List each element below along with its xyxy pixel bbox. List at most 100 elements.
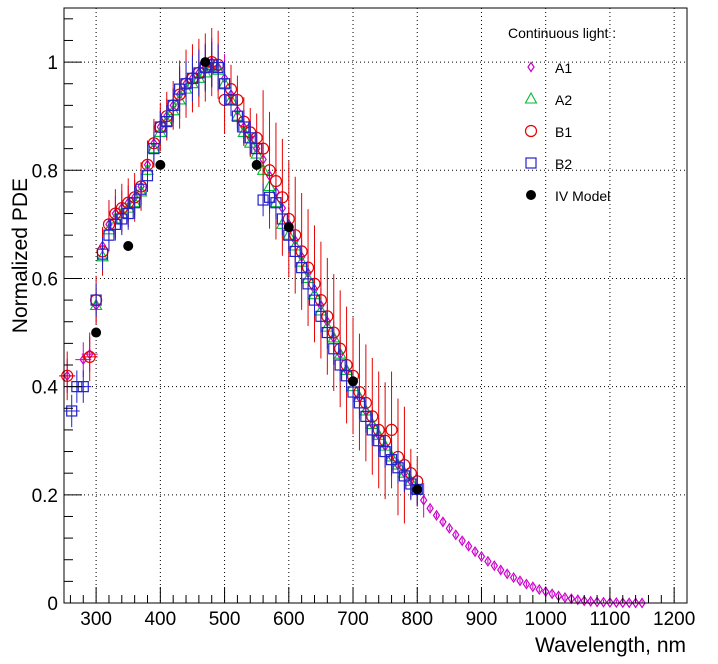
point-a1 [619, 597, 627, 609]
point-iv-model [283, 222, 294, 233]
point-a1 [458, 535, 466, 547]
point-a1 [426, 502, 434, 514]
point-b2 [167, 99, 179, 111]
point-a1 [561, 592, 569, 604]
point-b2 [392, 462, 404, 474]
point-a1 [503, 568, 511, 580]
y-tick-label: 0 [47, 594, 58, 615]
point-a1 [452, 529, 460, 541]
point-b2 [135, 183, 147, 195]
legend: Continuous light : A1 A2 B1 B2 IV Model [508, 25, 616, 204]
x-tick-label: 1200 [653, 609, 695, 630]
point-b2 [148, 143, 160, 155]
point-b2 [296, 262, 308, 274]
point-b2 [257, 194, 269, 206]
point-a1 [464, 540, 473, 552]
point-iv-model [200, 57, 211, 68]
point-iv-model [123, 241, 134, 251]
point-b2 [103, 229, 115, 241]
point-a1 [529, 581, 537, 593]
x-tick-label: 500 [209, 609, 241, 630]
y-axis-title: Normalized PDE [9, 178, 32, 333]
point-a1 [516, 575, 524, 587]
point-b2 [373, 435, 385, 447]
point-a1 [432, 509, 441, 521]
point-b2 [328, 343, 340, 355]
x-tick-label: 800 [401, 609, 433, 630]
point-b1 [61, 369, 74, 382]
x-tick-label: 400 [144, 609, 176, 630]
x-tick-label: 1000 [525, 609, 567, 630]
point-a1 [439, 516, 447, 528]
point-b2 [96, 248, 109, 260]
point-b2 [122, 207, 134, 220]
point-b1 [385, 423, 398, 437]
series-b2 [63, 42, 423, 506]
point-a1 [419, 494, 428, 506]
point-a1 [580, 595, 588, 607]
point-a1 [445, 522, 454, 534]
point-a1 [638, 597, 646, 609]
point-b2 [225, 94, 237, 106]
point-b2 [90, 294, 102, 306]
point-b2 [334, 359, 346, 371]
point-b2 [308, 294, 321, 306]
point-iv-model [348, 376, 359, 387]
legend-label-iv-model: IV Model [555, 188, 610, 204]
point-a1 [477, 550, 486, 563]
data-points [59, 28, 646, 609]
point-a1 [586, 595, 595, 607]
legend-title: Continuous light : [508, 25, 616, 41]
point-iv-model [251, 159, 262, 170]
x-tick-label: 1100 [589, 609, 630, 630]
point-b2 [161, 115, 173, 128]
point-b2 [340, 370, 353, 382]
point-b2 [360, 410, 372, 422]
point-b2 [276, 213, 288, 225]
point-b2 [289, 245, 301, 258]
point-b2 [251, 143, 263, 155]
legend-marker-iv-model [526, 190, 536, 200]
point-a1 [484, 555, 492, 567]
point-b2 [238, 121, 250, 133]
series-iv-model [91, 57, 423, 495]
legend-label-a2: A2 [555, 92, 572, 108]
legend-marker-b1 [524, 124, 538, 138]
point-a1 [593, 596, 601, 608]
point-a1 [79, 354, 87, 366]
point-a1 [625, 597, 633, 609]
plot-frame [63, 7, 688, 604]
point-b1 [83, 350, 96, 363]
point-b1 [263, 164, 276, 177]
axis-ticks [64, 18, 675, 604]
x-tick-label: 900 [466, 609, 498, 630]
legend-marker-b2 [525, 157, 537, 169]
point-b2 [385, 454, 398, 466]
y-tick-label: 0.6 [32, 269, 58, 290]
y-tick-label: 0.2 [32, 486, 58, 507]
legend-marker-a2 [524, 91, 538, 104]
point-a1 [522, 578, 531, 590]
point-b2 [218, 78, 231, 90]
legend-label-a1: A1 [555, 60, 572, 76]
point-b2 [244, 132, 256, 144]
point-a1 [497, 564, 505, 576]
point-b2 [398, 470, 411, 482]
point-b2 [366, 424, 378, 436]
point-b2 [212, 61, 224, 74]
point-iv-model [155, 159, 166, 170]
point-a1 [612, 596, 621, 609]
point-b2 [141, 170, 154, 182]
point-b2 [379, 445, 391, 458]
point-a1 [574, 594, 582, 606]
x-tick-label: 600 [273, 609, 305, 630]
point-b2 [231, 110, 244, 122]
point-b2 [302, 278, 314, 290]
x-tick-label: 300 [80, 609, 112, 630]
point-iv-model [91, 327, 102, 338]
point-b2 [315, 310, 327, 322]
point-a1 [535, 583, 543, 596]
point-b2 [347, 386, 359, 398]
point-a1 [631, 597, 640, 609]
